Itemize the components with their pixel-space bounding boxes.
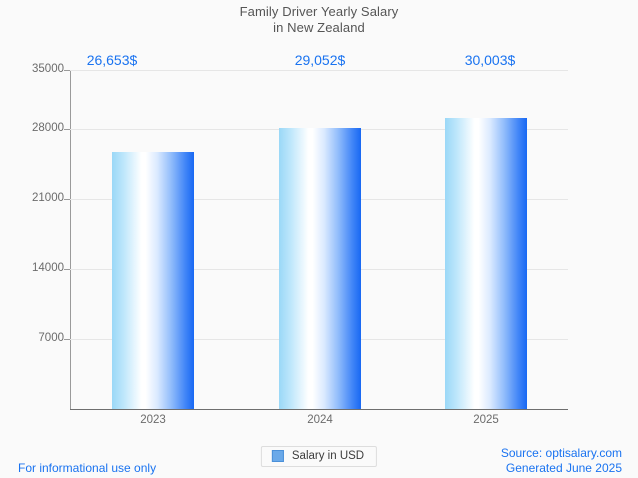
ytick-label-21000: 21000 <box>32 192 64 204</box>
x-axis-line <box>70 409 568 410</box>
bar-2025[interactable] <box>445 118 527 409</box>
ytick-mark-7000 <box>64 339 70 340</box>
gridline-35000 <box>70 70 568 71</box>
xtick-label-2023: 2023 <box>140 414 166 426</box>
chart-title-line2: in New Zealand <box>273 20 365 35</box>
ytick-mark-28000 <box>64 129 70 130</box>
plot-area <box>70 70 568 409</box>
ytick-mark-21000 <box>64 199 70 200</box>
legend-square-icon <box>271 450 284 462</box>
xtick-label-2025: 2025 <box>473 414 499 426</box>
chart-title: Family Driver Yearly Salary in New Zeala… <box>0 4 638 36</box>
value-label-2025: 30,003$ <box>464 52 516 68</box>
ytick-mark-14000 <box>64 269 70 270</box>
ytick-label-35000: 35000 <box>32 63 64 75</box>
bar-2023[interactable] <box>112 152 194 409</box>
xtick-label-2024: 2024 <box>307 414 333 426</box>
value-label-2023: 26,653$ <box>86 52 138 68</box>
ytick-label-14000: 14000 <box>32 262 64 274</box>
source-block: Source: optisalary.com Generated June 20… <box>501 446 622 476</box>
legend-item-label: Salary in USD <box>291 450 365 462</box>
ytick-mark-35000 <box>64 70 70 71</box>
chart-title-line1: Family Driver Yearly Salary <box>239 4 399 19</box>
disclaimer-text: For informational use only <box>18 461 157 475</box>
bar-2024[interactable] <box>279 128 361 409</box>
value-label-2024: 29,052$ <box>294 52 346 68</box>
source-text: Source: optisalary.com <box>500 446 622 460</box>
generated-text: Generated June 2025 <box>505 461 622 475</box>
y-axis-line <box>70 70 71 410</box>
ytick-label-7000: 7000 <box>38 332 64 344</box>
chart-legend[interactable]: Salary in USD <box>260 446 378 467</box>
ytick-label-28000: 28000 <box>32 122 64 134</box>
